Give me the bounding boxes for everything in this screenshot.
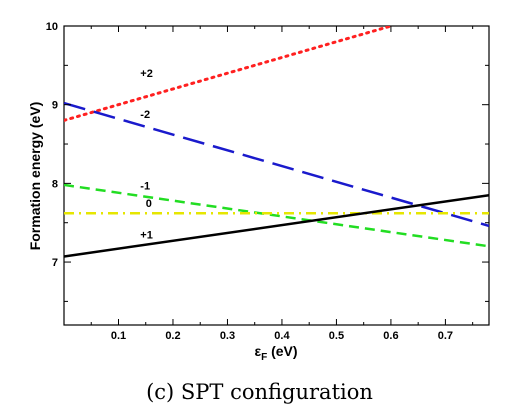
y-tick-label: 10 [46, 21, 58, 33]
x-tick-label: 0.3 [220, 330, 235, 342]
series-line-0 [64, 26, 393, 122]
x-tick-label: 0.4 [274, 330, 290, 342]
series-label-layer: +2 -2 -1 0 +1 [140, 68, 153, 241]
series-label-2: -1 [140, 181, 150, 193]
y-axis-title: Formation energy (eV) [27, 102, 43, 251]
y-tick-label: 8 [52, 178, 58, 190]
series-label-4: +1 [140, 229, 153, 241]
series-label-0: +2 [140, 68, 153, 80]
x-tick-label: 0.7 [438, 330, 453, 342]
series-line-4 [64, 193, 489, 258]
series-label-3: 0 [146, 198, 152, 210]
series-line-1 [64, 101, 489, 228]
series-line-2 [64, 183, 489, 248]
y-tick-label: 7 [52, 257, 58, 269]
figure-caption: (c) SPT configuration [146, 380, 373, 404]
x-tick-label: 0.6 [383, 330, 398, 342]
series-layer [64, 26, 489, 258]
plot-area [63, 25, 490, 326]
formation-energy-chart: 0.1 0.2 0.3 0.4 0.5 0.6 0.7 7 8 9 10 +2 -2 -1 0 +1 For… [27, 21, 490, 363]
x-tick-label: 0.2 [165, 330, 180, 342]
x-tick-label: 0.5 [329, 330, 344, 342]
x-axis-title: εF (eV) [254, 343, 297, 363]
x-tick-label: 0.1 [111, 330, 126, 342]
tick-layer: 0.1 0.2 0.3 0.4 0.5 0.6 0.7 7 8 9 10 [46, 21, 489, 342]
y-tick-label: 9 [52, 100, 58, 112]
series-label-1: -2 [140, 109, 150, 121]
